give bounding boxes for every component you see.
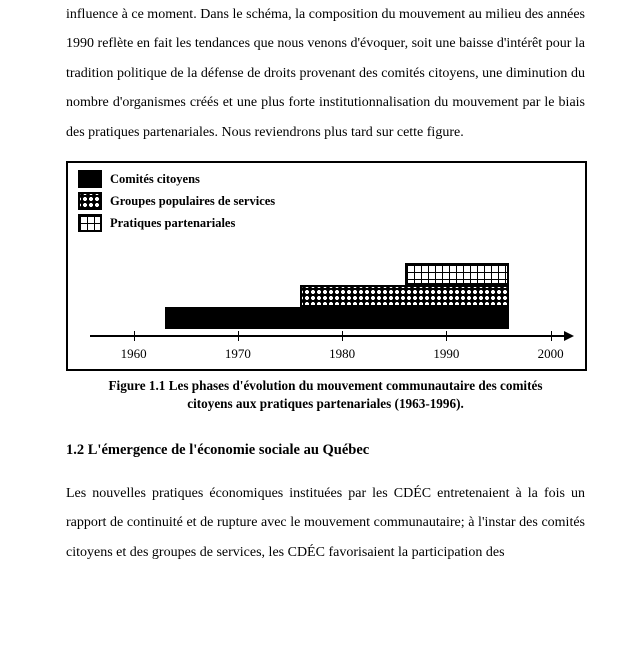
legend-swatch-solid — [78, 170, 102, 188]
legend-swatch-dots — [78, 192, 102, 210]
figure-caption: Figure 1.1 Les phases d'évolution du mou… — [66, 377, 585, 413]
legend-row: Pratiques partenariales — [78, 213, 579, 233]
chart-bar-solid — [165, 307, 509, 329]
x-tick — [551, 331, 552, 341]
legend-swatch-grid — [78, 214, 102, 232]
x-axis-arrow — [564, 331, 574, 341]
x-tick-label: 1980 — [329, 347, 355, 360]
caption-line-1: Figure 1.1 Les phases d'évolution du mou… — [109, 378, 543, 393]
legend-label: Pratiques partenariales — [110, 217, 235, 230]
legend-row: Groupes populaires de services — [78, 191, 579, 211]
x-tick — [446, 331, 447, 341]
chart-bar-grid — [405, 263, 509, 285]
bottom-paragraph: Les nouvelles pratiques économiques inst… — [66, 479, 585, 567]
legend-label: Comités citoyens — [110, 173, 200, 186]
x-tick — [134, 331, 135, 341]
x-tick-label: 1990 — [433, 347, 459, 360]
top-paragraph: influence à ce moment. Dans le schéma, l… — [66, 0, 585, 147]
timeline-chart: 1960 1970 1980 1990 2000 — [82, 235, 572, 367]
x-tick-label: 1960 — [121, 347, 147, 360]
legend-row: Comités citoyens — [78, 169, 579, 189]
x-tick-label: 1970 — [225, 347, 251, 360]
figure-box: Comités citoyens Groupes populaires de s… — [66, 161, 587, 371]
section-heading: 1.2 L'émergence de l'économie sociale au… — [66, 435, 585, 465]
caption-line-2: citoyens aux pratiques partenariales (19… — [187, 396, 464, 411]
x-axis — [90, 335, 564, 337]
chart-bar-dots — [300, 285, 509, 307]
x-tick-label: 2000 — [538, 347, 564, 360]
legend-label: Groupes populaires de services — [110, 195, 275, 208]
x-tick — [238, 331, 239, 341]
x-tick — [342, 331, 343, 341]
legend: Comités citoyens Groupes populaires de s… — [78, 169, 579, 233]
